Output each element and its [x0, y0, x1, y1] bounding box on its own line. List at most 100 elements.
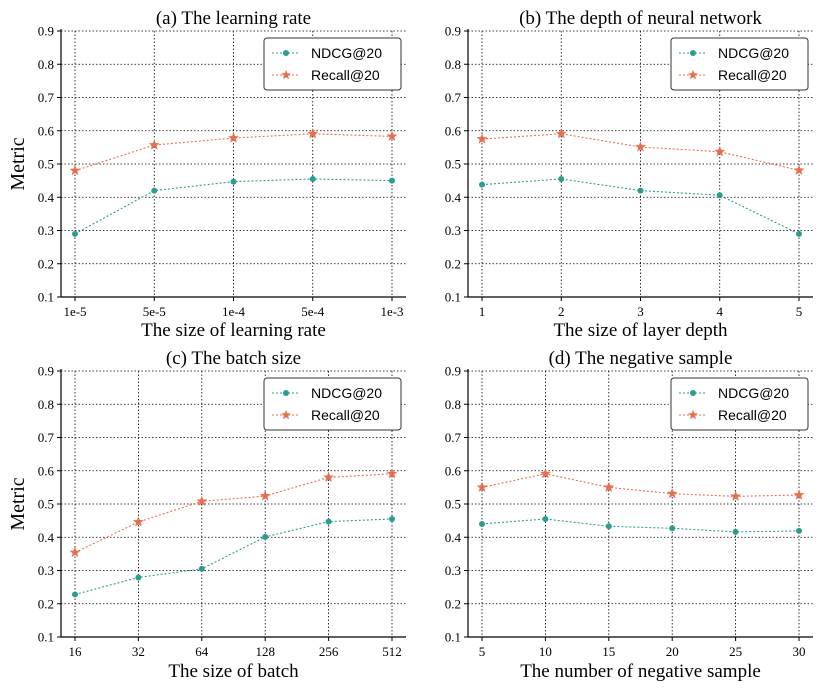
data-point-ndcg	[230, 178, 237, 185]
legend-marker-star	[281, 409, 291, 420]
data-point-ndcg	[135, 574, 142, 581]
x-tick-label: 5	[479, 644, 486, 659]
x-tick-label: 3	[637, 304, 644, 319]
x-tick-label: 1e-3	[380, 304, 403, 319]
data-point-recall	[386, 130, 398, 142]
x-axis-label: The size of learning rate	[141, 320, 326, 341]
legend-label: Recall@20	[718, 67, 787, 83]
series-line-ndcg	[481, 178, 800, 235]
series-line-ndcg	[74, 518, 393, 595]
legend-marker-circle	[690, 390, 696, 396]
legend: NDCG@20 Recall@20	[670, 377, 809, 431]
data-point-ndcg	[796, 527, 802, 534]
x-tick-label: 15	[602, 644, 615, 659]
legend: NDCG@20 Recall@20	[670, 37, 809, 91]
legend-box	[263, 37, 402, 91]
y-tick-label: 0.1	[445, 290, 461, 305]
data-point-recall	[714, 145, 726, 157]
series-line-recall	[481, 133, 800, 171]
y-tick-label: 0.3	[445, 563, 461, 578]
x-axis-label: The size of layer depth	[553, 320, 728, 341]
legend-marker-star	[281, 69, 291, 80]
data-point-ndcg	[325, 518, 332, 525]
y-axis-label: Metric	[7, 477, 29, 530]
x-tick-label: 512	[382, 644, 402, 659]
data-point-ndcg	[479, 520, 485, 527]
data-point-recall	[259, 490, 271, 501]
series-line-recall	[74, 473, 393, 554]
data-point-ndcg	[72, 591, 78, 598]
chart-panel-2: 0.1 0.2 0.3 0.4 0.5 0.6 0.7 0.8 0.9 1 2 3 4 5 (b) The …	[445, 8, 813, 341]
y-tick-label: 0.7	[445, 430, 462, 445]
legend-label: NDCG@20	[718, 385, 789, 401]
y-tick-label: 0.6	[38, 463, 55, 478]
data-point-recall	[476, 481, 488, 493]
chart-panel-4: 0.1 0.2 0.3 0.4 0.5 0.6 0.7 0.8 0.9 5 10 15 20 25 30 (d…	[445, 348, 813, 682]
data-point-ndcg	[716, 192, 723, 199]
y-tick-label: 0.6	[38, 123, 55, 138]
data-point-ndcg	[309, 175, 316, 182]
y-tick-label: 0.5	[445, 497, 461, 512]
data-point-ndcg	[558, 175, 565, 182]
y-tick-label: 0.7	[445, 90, 462, 105]
x-tick-label: 1e-5	[63, 304, 86, 319]
data-point-recall	[386, 467, 398, 479]
y-tick-label: 0.5	[445, 157, 461, 172]
x-tick-label: 256	[319, 644, 339, 659]
x-tick-label: 1	[479, 304, 486, 319]
legend-label: Recall@20	[311, 67, 380, 83]
y-tick-label: 0.7	[38, 430, 55, 445]
data-point-ndcg	[262, 533, 269, 540]
y-tick-label: 0.1	[445, 630, 461, 645]
x-tick-label: 30	[793, 644, 806, 659]
x-tick-label: 1e-4	[222, 304, 246, 319]
legend: NDCG@20 Recall@20	[263, 37, 402, 91]
data-point-ndcg	[732, 528, 739, 535]
chart-title: (d) The negative sample	[549, 348, 733, 369]
y-tick-label: 0.1	[38, 630, 54, 645]
legend-box	[263, 377, 402, 431]
data-point-recall	[555, 127, 567, 139]
y-tick-label: 0.2	[445, 596, 461, 611]
y-tick-label: 0.2	[445, 256, 461, 271]
series-line-ndcg	[74, 178, 393, 235]
legend-box	[670, 37, 809, 91]
x-tick-label: 5e-4	[301, 304, 325, 319]
x-tick-label: 4	[717, 304, 724, 319]
data-point-recall	[69, 164, 81, 176]
x-tick-label: 16	[69, 644, 83, 659]
data-point-ndcg	[796, 230, 802, 237]
legend-marker-circle	[690, 50, 696, 56]
y-tick-label: 0.5	[38, 497, 54, 512]
x-tick-label: 32	[132, 644, 145, 659]
x-tick-label: 5	[796, 304, 803, 319]
series-line-recall	[481, 473, 800, 497]
data-point-recall	[793, 164, 805, 175]
x-tick-label: 2	[558, 304, 565, 319]
y-tick-label: 0.6	[445, 123, 462, 138]
y-tick-label: 0.9	[38, 364, 54, 379]
x-tick-label: 128	[255, 644, 275, 659]
legend-marker-circle	[283, 50, 289, 56]
y-tick-label: 0.2	[38, 256, 54, 271]
x-tick-label: 25	[729, 644, 742, 659]
y-tick-label: 0.6	[445, 463, 462, 478]
y-tick-label: 0.8	[445, 57, 461, 72]
data-point-ndcg	[151, 187, 158, 194]
data-point-recall	[307, 127, 319, 139]
y-tick-label: 0.3	[38, 223, 54, 238]
legend-marker-circle	[283, 390, 289, 396]
y-tick-label: 0.9	[445, 24, 461, 39]
legend-label: Recall@20	[311, 407, 380, 423]
data-point-recall	[730, 490, 742, 502]
data-point-recall	[793, 489, 805, 500]
data-point-recall	[132, 516, 144, 527]
data-point-recall	[69, 546, 81, 558]
data-point-recall	[539, 467, 551, 479]
x-tick-label: 64	[195, 644, 209, 659]
y-tick-label: 0.8	[38, 397, 54, 412]
legend-box	[670, 377, 809, 431]
chart-panel-1: 0.1 0.2 0.3 0.4 0.5 0.6 0.7 0.8 0.9 1e-5 5e-5 1e-4 5…	[7, 8, 406, 341]
chart-panel-3: 0.1 0.2 0.3 0.4 0.5 0.6 0.7 0.8 0.9 16 32 64 128 256 5…	[7, 348, 406, 682]
